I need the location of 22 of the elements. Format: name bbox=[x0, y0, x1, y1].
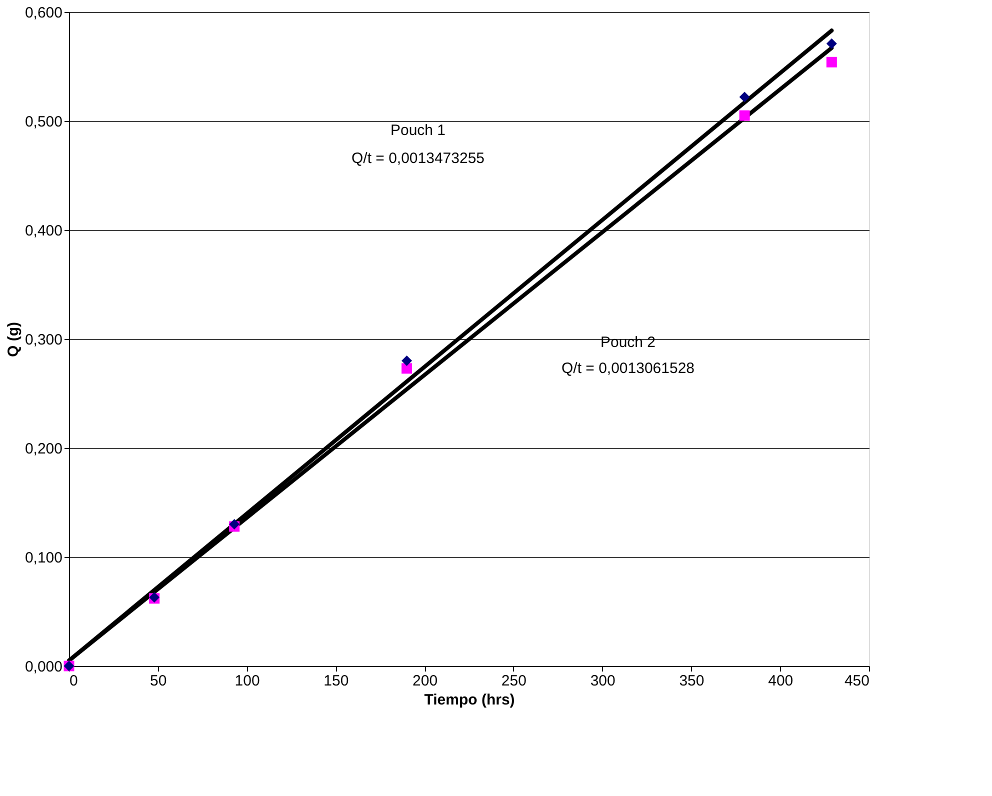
x-tick-label: 450 bbox=[844, 672, 870, 690]
y-tick-label: 0,500 bbox=[24, 114, 62, 130]
x-tick-label: 100 bbox=[234, 672, 260, 690]
x-tick-label: 200 bbox=[412, 672, 438, 690]
annotation: Q/t = 0,0013061528 bbox=[561, 360, 695, 377]
annotation: Pouch 1 bbox=[390, 122, 446, 139]
x-tick-label: 350 bbox=[679, 672, 704, 690]
x-tick-label: 150 bbox=[324, 672, 349, 690]
y-tick-label: 0,300 bbox=[24, 332, 62, 348]
annotation: Q/t = 0,0013473255 bbox=[351, 150, 485, 167]
x-tick-label: 400 bbox=[768, 672, 794, 690]
x-tick-label: 0 bbox=[70, 672, 78, 690]
y-tick-label: 0,000 bbox=[24, 658, 62, 676]
y-tick-label: 0,200 bbox=[24, 440, 62, 458]
y-tick-label: 0,100 bbox=[24, 550, 62, 566]
x-tick-label: 50 bbox=[150, 672, 167, 690]
y-tick-label: 0,400 bbox=[24, 222, 62, 240]
y-axis-title: Q (g) bbox=[4, 322, 22, 357]
y-tick-label: 0,600 bbox=[24, 4, 62, 22]
x-tick-label: 250 bbox=[501, 672, 526, 690]
x-tick-label: 300 bbox=[590, 672, 616, 690]
x-axis-title: Tiempo (hrs) bbox=[424, 692, 515, 708]
